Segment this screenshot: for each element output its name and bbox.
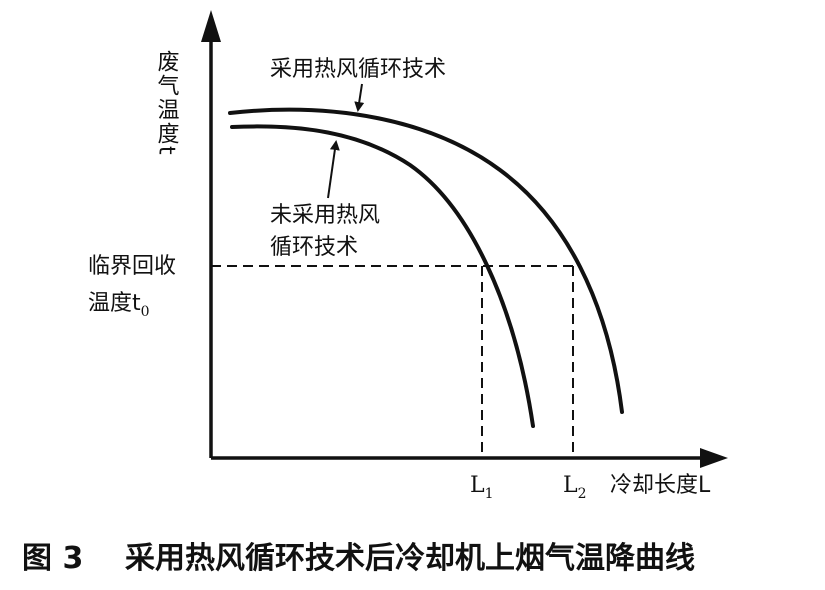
- marker-l1-main: L: [470, 473, 485, 498]
- curve-with-label: 采用热风循环技术: [270, 57, 446, 82]
- curve-with-hot-air-circulation: [228, 107, 624, 414]
- figure-caption-text: 采用热风循环技术后冷却机上烟气温降曲线: [125, 541, 695, 576]
- marker-l2-subscript: 2: [578, 486, 587, 502]
- pointer-with-label: [354, 83, 365, 112]
- curve-without-label-line1: 未采用热风: [270, 203, 380, 228]
- marker-l2: L2: [563, 473, 587, 502]
- figure-caption-number: 图 3: [22, 541, 83, 576]
- y-axis-label: 废气温度t: [154, 50, 180, 157]
- marker-l1-subscript: 1: [485, 486, 494, 502]
- marker-l2-main: L: [563, 473, 578, 498]
- threshold-label-line2: 温度t0: [88, 291, 150, 320]
- y-axis-arrowhead: [201, 10, 221, 42]
- x-axis-arrowhead: [700, 448, 728, 468]
- threshold-label-subscript: 0: [141, 304, 150, 320]
- marker-l1: L1: [470, 473, 494, 502]
- curve-without-hot-air-circulation: [230, 124, 535, 428]
- threshold-label-main: 温度t: [88, 291, 141, 316]
- threshold-label-line1: 临界回收: [88, 254, 176, 279]
- x-axis-label: 冷却长度L: [610, 473, 711, 498]
- curve-without-label-line2: 循环技术: [270, 235, 358, 260]
- pointer-without-label: [327, 140, 340, 199]
